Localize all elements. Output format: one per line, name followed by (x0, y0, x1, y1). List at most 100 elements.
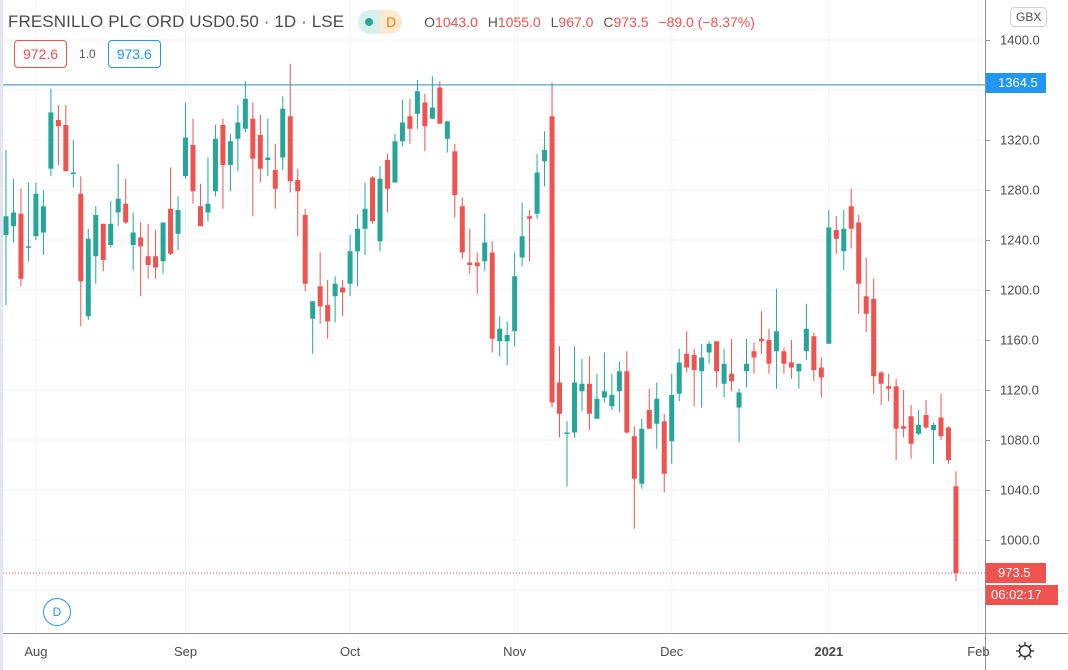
candle-body (557, 382, 563, 414)
candle-body (863, 296, 869, 314)
candle-body (183, 137, 189, 177)
candle-body (310, 301, 316, 319)
candle-body (242, 98, 248, 129)
candle (781, 347, 787, 374)
candle-body (953, 486, 959, 574)
candle (803, 303, 809, 360)
candle-body (3, 216, 9, 235)
candle-body (370, 177, 376, 222)
candle-body (542, 150, 548, 162)
candle-body (579, 383, 585, 392)
candle (205, 157, 211, 222)
candle-body (205, 203, 211, 213)
candle-body (197, 206, 203, 227)
candle-body (893, 386, 899, 429)
buy-price-button[interactable]: 973.6 (107, 40, 161, 68)
candle-body (63, 125, 69, 172)
candle-body (841, 228, 847, 252)
candle (70, 140, 76, 188)
candle (818, 357, 824, 398)
candle (250, 102, 256, 217)
candle (721, 348, 727, 398)
candle-body (48, 112, 54, 169)
candle (758, 311, 764, 354)
sell-price-button[interactable]: 972.6 (14, 40, 68, 68)
candle (714, 341, 720, 388)
change-value: −89.0 (−8.37%) (658, 14, 755, 30)
candle (362, 182, 368, 255)
candle-body (332, 283, 338, 297)
candle-body (826, 227, 832, 344)
low-label: L (550, 14, 559, 30)
candle (519, 202, 525, 267)
currency-button[interactable]: GBX (1010, 7, 1048, 27)
candle (676, 348, 682, 402)
candle-body (549, 116, 555, 403)
interval-button[interactable]: D (43, 598, 71, 626)
candle (115, 163, 121, 227)
candle-body (340, 287, 346, 293)
candle-body (227, 141, 233, 165)
candle (414, 80, 420, 129)
gear-icon[interactable] (1014, 640, 1036, 662)
time-axis-label: Dec (660, 644, 684, 659)
candle (691, 348, 697, 407)
candle (183, 102, 189, 179)
candle-body (631, 436, 637, 479)
candle-body (706, 343, 712, 353)
candle-body (916, 425, 922, 434)
price-tick (986, 190, 990, 191)
candle-body (773, 331, 779, 352)
candle-body (392, 141, 398, 183)
interval-badge: D (380, 10, 403, 34)
candle (138, 222, 144, 297)
candle-body (347, 251, 353, 284)
candle (422, 93, 428, 152)
candles (3, 63, 959, 582)
candle (197, 183, 203, 227)
candle (220, 118, 226, 209)
candle (93, 206, 99, 284)
candle (437, 81, 443, 124)
candle-body (504, 335, 510, 342)
candle-body (766, 340, 772, 364)
candle-body (93, 215, 99, 257)
high-label: H (487, 14, 498, 30)
candle-body (295, 180, 301, 192)
candle-body (138, 237, 144, 247)
candle-body (459, 206, 465, 253)
candle (482, 213, 488, 272)
candle (18, 188, 24, 287)
candle (168, 167, 174, 255)
candle-body (437, 87, 443, 124)
candle (355, 215, 361, 287)
candle (489, 241, 495, 353)
candle-body (609, 395, 615, 407)
candle (542, 131, 548, 187)
price-tick (986, 490, 990, 491)
candle-body (624, 371, 630, 433)
candle (549, 82, 555, 408)
candle (594, 373, 600, 419)
candle-body (489, 252, 495, 339)
price-tick (986, 440, 990, 441)
candle-body (744, 363, 750, 372)
candle-body (729, 373, 735, 382)
price-tick (986, 290, 990, 291)
price-axis-label: 1040.0 (1000, 482, 1040, 498)
candle (370, 176, 376, 224)
candle-body (788, 362, 794, 368)
close-label: C (603, 14, 614, 30)
candle (504, 321, 510, 365)
candle-body (33, 193, 39, 237)
candle-body (175, 210, 181, 234)
candle (48, 88, 54, 177)
candle (100, 223, 106, 272)
candle (265, 118, 271, 177)
candle (40, 190, 46, 255)
candle (669, 373, 675, 464)
time-axis-label: Aug (24, 644, 48, 659)
symbol-title[interactable]: FRESNILLO PLC ORD USD0.50 · 1D · LSE (8, 12, 345, 31)
candle (878, 371, 884, 405)
